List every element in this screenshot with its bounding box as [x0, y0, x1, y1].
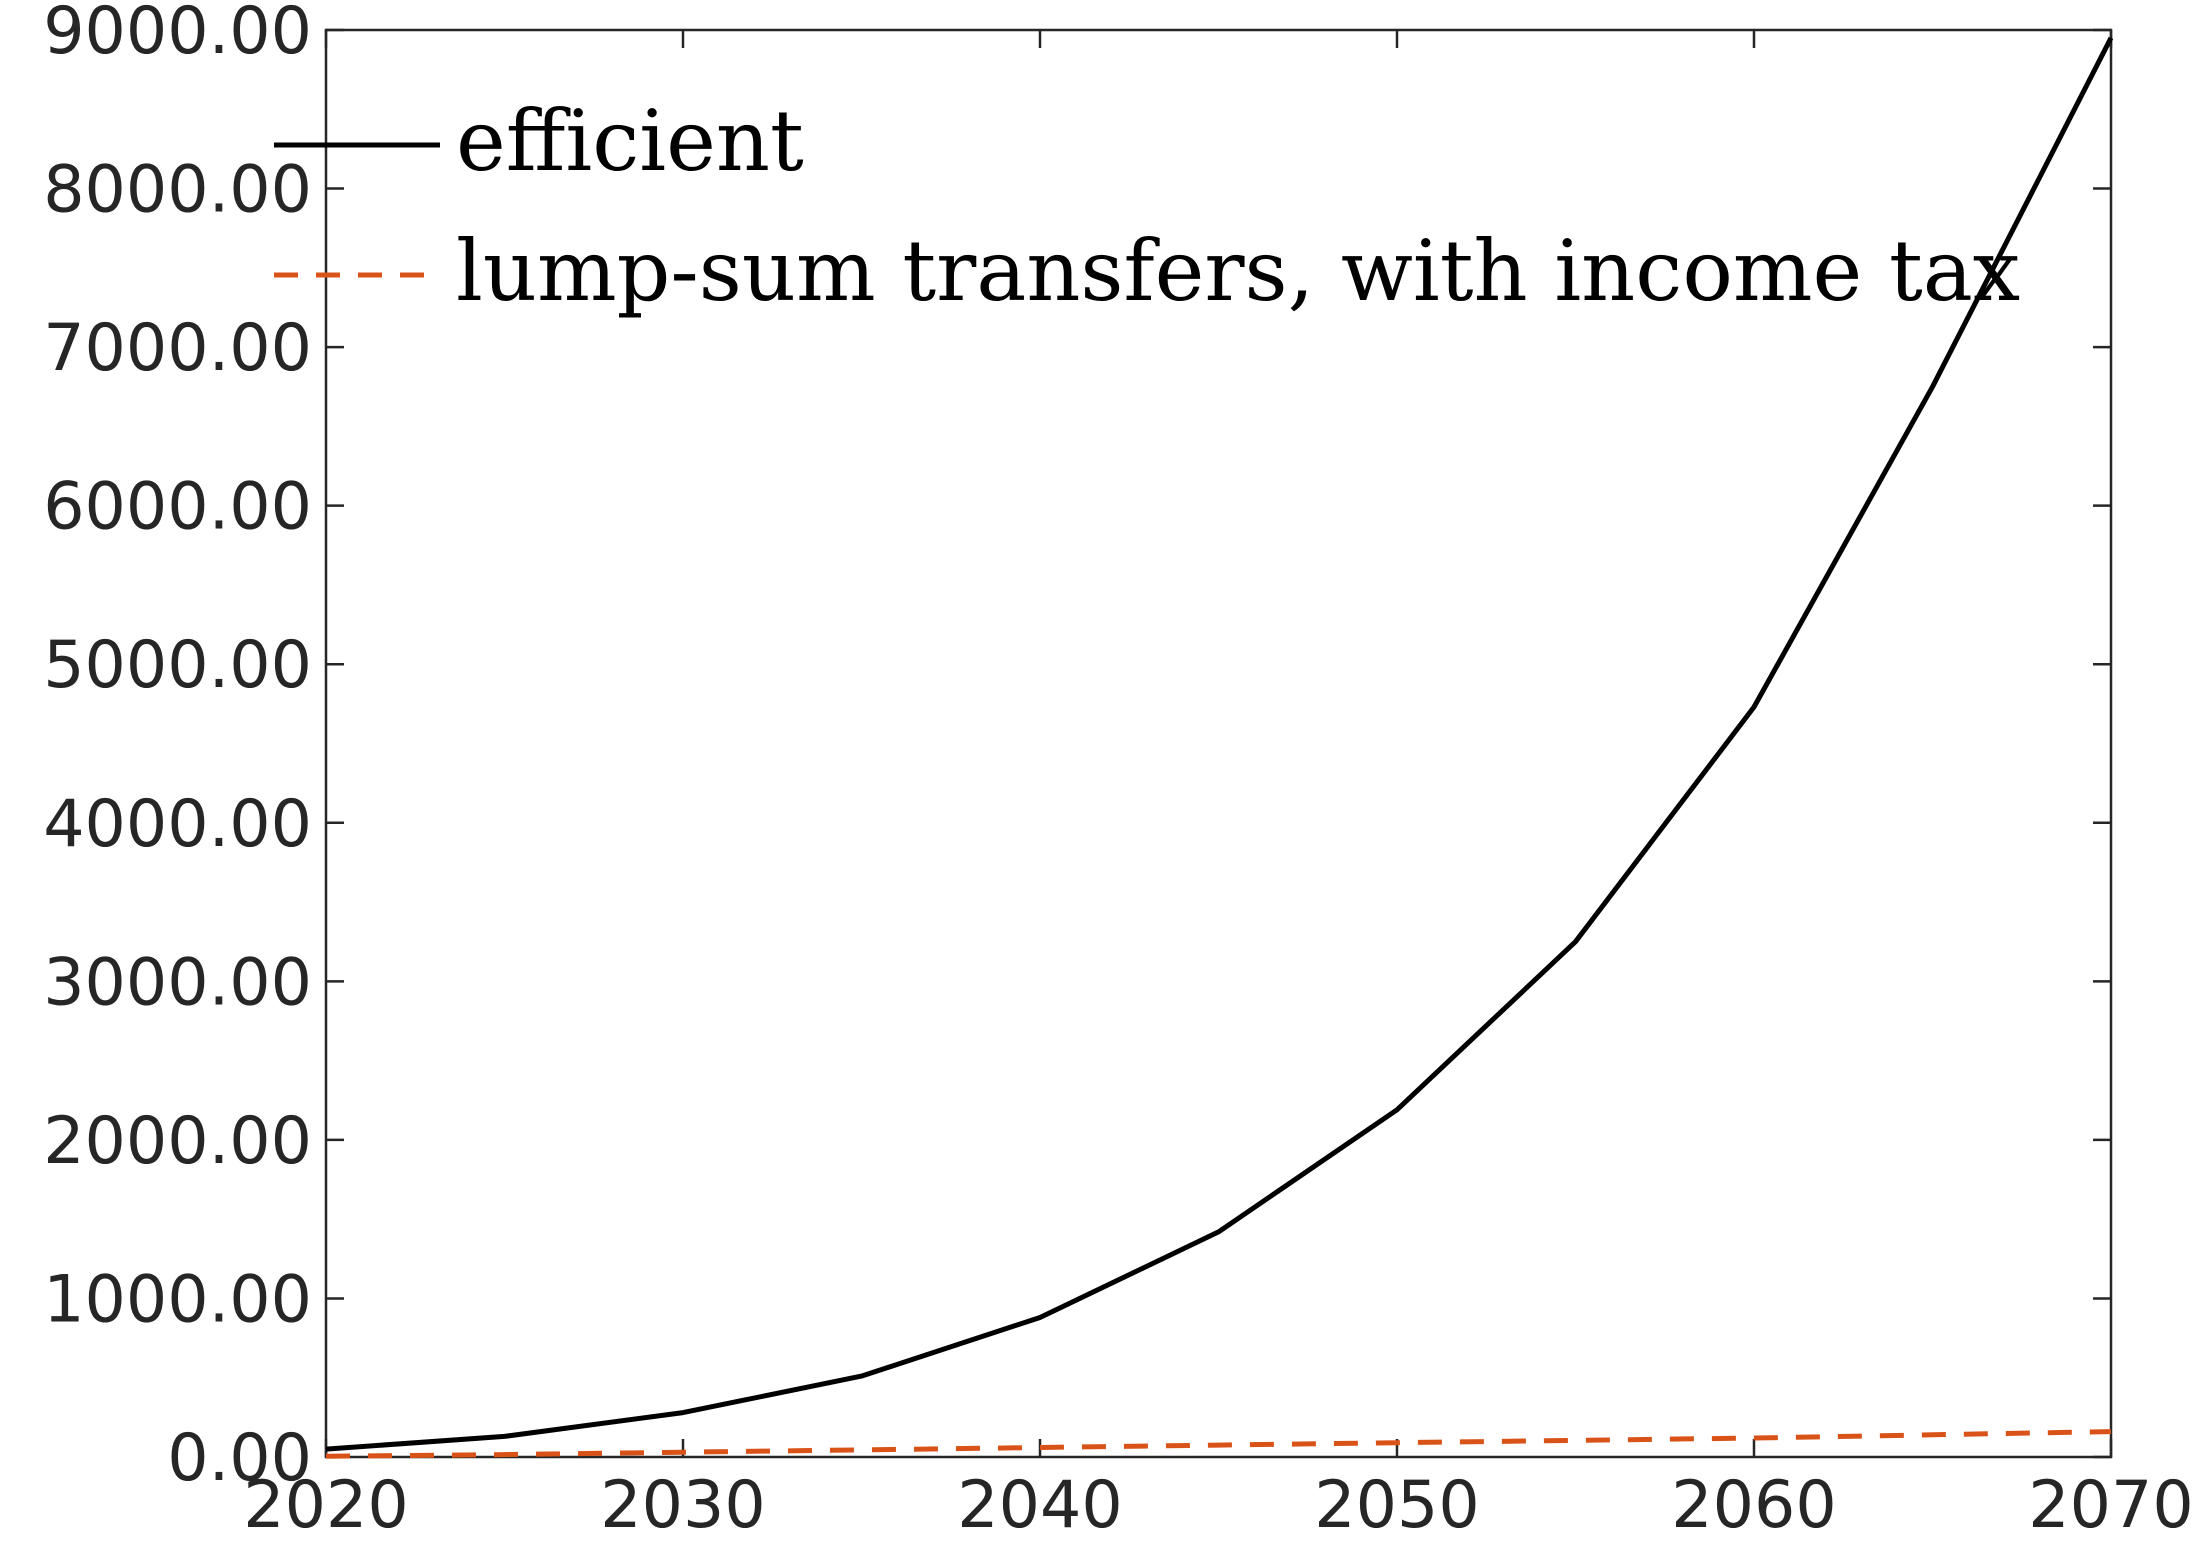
y-tick-label: 3000.00	[43, 945, 312, 1020]
y-tick-label: 5000.00	[43, 628, 312, 703]
legend-label-2: lump-sum transfers, with income tax	[456, 222, 2020, 320]
y-tick-label: 6000.00	[43, 470, 312, 545]
axes: 2020 2030 2040 2050 2060 2070 0.00 1000.00 2000.…	[43, 0, 2194, 1543]
y-tick-label: 1000.00	[43, 1262, 312, 1337]
x-tick-label: 2030	[600, 1468, 765, 1543]
series-group	[325, 36, 2114, 1459]
series-line-1	[325, 36, 2114, 1452]
series-line-2	[325, 1429, 2112, 1459]
y-tick-label: 7000.00	[43, 311, 312, 386]
y-tick-label: 8000.00	[43, 153, 312, 228]
y-tick-label: 4000.00	[43, 787, 312, 862]
plot-frame	[324, 28, 2113, 1459]
x-tick-label: 2050	[1314, 1468, 1479, 1543]
x-tick-label: 2040	[957, 1468, 1122, 1543]
x-tick-label: 2020	[243, 1468, 408, 1543]
legend-label-1: efficient	[456, 92, 804, 190]
legend: efficient lump-sum transfers, with income…	[274, 92, 2020, 320]
y-tick-label: 9000.00	[43, 0, 312, 69]
y-tick-label: 2000.00	[43, 1104, 312, 1179]
x-tick-label: 2060	[1671, 1468, 1836, 1543]
x-tick-label: 2070	[2028, 1468, 2193, 1543]
y-tick-label: 0.00	[167, 1421, 312, 1496]
